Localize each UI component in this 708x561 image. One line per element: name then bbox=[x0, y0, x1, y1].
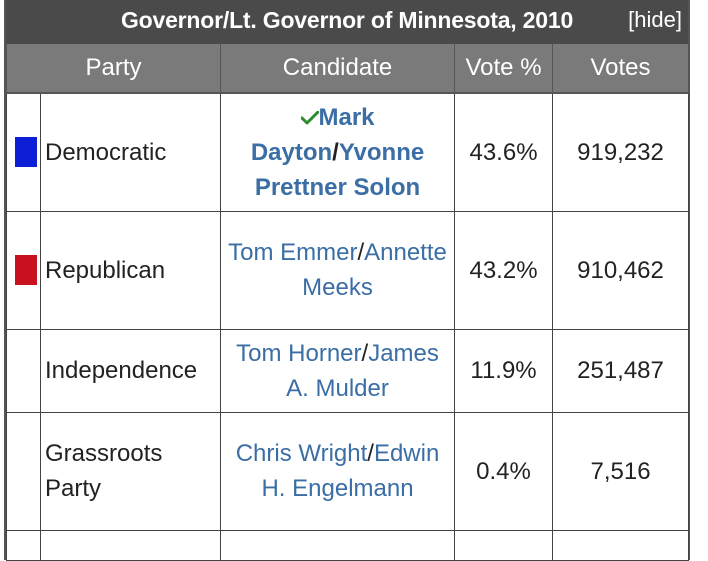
candidate-link-lt-governor[interactable]: Annette Meeks bbox=[302, 239, 447, 301]
vote-percent: 11.9% bbox=[454, 328, 554, 413]
party-name: Republican bbox=[39, 210, 222, 330]
candidate-separator: / bbox=[367, 440, 374, 467]
candidate-link-governor[interactable]: Tom Emmer bbox=[228, 239, 358, 266]
table-row: Independence Tom Horner/James A. Mulder … bbox=[6, 328, 690, 413]
party-name: Grassroots Party bbox=[39, 411, 222, 531]
vote-percent: 43.2% bbox=[454, 210, 554, 330]
candidate-link-lt-governor[interactable]: Yvonne Prettner Solon bbox=[254, 138, 425, 201]
table-row-partial bbox=[6, 529, 690, 561]
party-color-swatch bbox=[15, 456, 37, 486]
header-party: Party bbox=[5, 44, 222, 94]
party-color-cell bbox=[6, 529, 41, 561]
candidate-link-governor[interactable]: Tom Horner bbox=[236, 339, 362, 367]
party-name: Independence bbox=[39, 328, 222, 413]
hide-toggle-link[interactable]: [hide] bbox=[628, 7, 682, 32]
checkmark-icon bbox=[300, 100, 319, 135]
table-row: Democratic Mark Dayton/Yvonne Prettner S… bbox=[6, 92, 690, 212]
table-row: Grassroots Party Chris Wright/Edwin H. E… bbox=[6, 411, 690, 531]
party-color-cell bbox=[6, 92, 41, 212]
election-results-box: Governor/Lt. Governor of Minnesota, 2010… bbox=[4, 0, 690, 561]
party-color-cell bbox=[6, 411, 41, 531]
vote-count: 7,516 bbox=[552, 411, 690, 531]
vote-count: 919,232 bbox=[552, 92, 690, 212]
header-votes: Votes bbox=[552, 44, 690, 94]
party-color-cell bbox=[6, 210, 41, 330]
party-color-swatch bbox=[15, 356, 37, 386]
candidate-separator: / bbox=[361, 339, 369, 367]
candidate-link-governor[interactable]: Chris Wright bbox=[235, 440, 368, 467]
vote-percent-empty bbox=[454, 529, 554, 561]
vote-count: 910,462 bbox=[552, 210, 690, 330]
table-header-row: Party Candidate Vote % Votes bbox=[5, 44, 690, 94]
header-vote-percent: Vote % bbox=[454, 44, 554, 94]
title-bar: Governor/Lt. Governor of Minnesota, 2010… bbox=[6, 0, 688, 44]
candidate-link-lt-governor[interactable]: Edwin H. Engelmann bbox=[261, 440, 440, 502]
vote-percent: 43.6% bbox=[454, 92, 554, 212]
vote-count-empty bbox=[552, 529, 690, 561]
results-table: Party Candidate Vote % Votes Democratic bbox=[5, 44, 690, 561]
vote-percent: 0.4% bbox=[454, 411, 554, 531]
table-row: Republican Tom Emmer/Annette Meeks 43.2%… bbox=[6, 210, 690, 330]
candidate-cell: Tom Horner/James A. Mulder bbox=[220, 328, 456, 413]
candidate-cell: Chris Wright/Edwin H. Engelmann bbox=[220, 411, 456, 531]
party-color-swatch bbox=[15, 255, 37, 285]
party-name: Democratic bbox=[39, 92, 222, 212]
candidate-cell: Tom Emmer/Annette Meeks bbox=[220, 210, 456, 330]
party-name-empty bbox=[39, 529, 222, 561]
box-title: Governor/Lt. Governor of Minnesota, 2010 bbox=[120, 7, 574, 33]
party-color-swatch bbox=[15, 137, 37, 168]
header-candidate: Candidate bbox=[220, 44, 456, 94]
vote-count: 251,487 bbox=[552, 328, 690, 413]
candidate-separator: / bbox=[332, 138, 339, 166]
candidate-cell: Mark Dayton/Yvonne Prettner Solon bbox=[220, 92, 456, 212]
candidate-link-lt-governor[interactable]: James A. Mulder bbox=[286, 339, 439, 402]
candidate-cell-empty bbox=[220, 529, 456, 561]
party-color-cell bbox=[6, 328, 41, 413]
candidate-link-governor[interactable]: Mark Dayton bbox=[250, 103, 375, 166]
candidate-separator: / bbox=[357, 239, 365, 266]
